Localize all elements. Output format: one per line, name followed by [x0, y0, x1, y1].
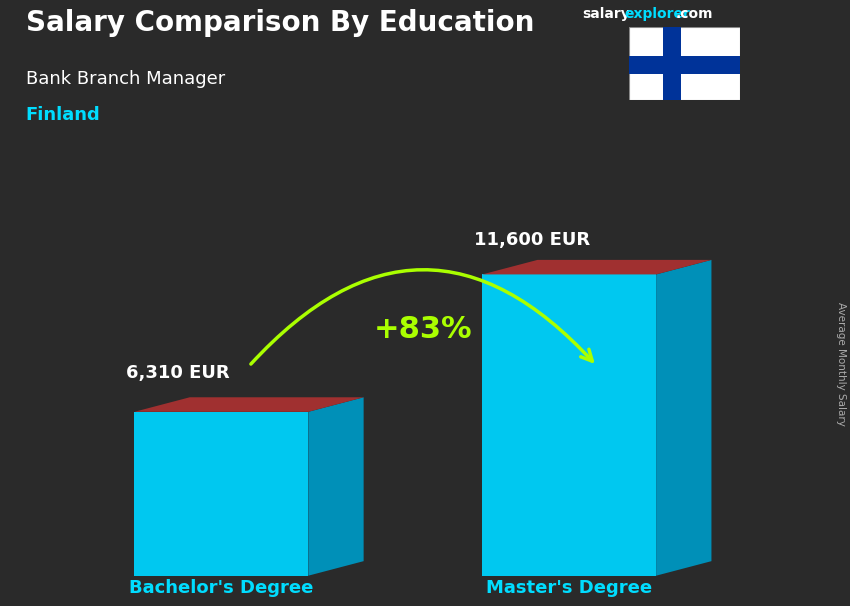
Text: Finland: Finland — [26, 106, 100, 124]
Text: Average Monthly Salary: Average Monthly Salary — [836, 302, 846, 425]
Text: .com: .com — [676, 7, 713, 21]
Text: explorer: explorer — [625, 7, 690, 21]
Polygon shape — [134, 412, 309, 576]
Polygon shape — [482, 260, 711, 275]
Polygon shape — [663, 27, 681, 101]
Polygon shape — [629, 27, 740, 101]
Polygon shape — [482, 275, 656, 576]
Text: 11,600 EUR: 11,600 EUR — [474, 231, 591, 250]
Text: 6,310 EUR: 6,310 EUR — [127, 364, 230, 382]
Text: Bank Branch Manager: Bank Branch Manager — [26, 70, 224, 88]
Text: Master's Degree: Master's Degree — [486, 579, 652, 597]
Polygon shape — [309, 398, 364, 576]
Polygon shape — [134, 398, 364, 412]
Text: salary: salary — [582, 7, 630, 21]
Text: Bachelor's Degree: Bachelor's Degree — [129, 579, 314, 597]
Text: Salary Comparison By Education: Salary Comparison By Education — [26, 9, 534, 37]
Text: +83%: +83% — [374, 315, 473, 344]
Polygon shape — [656, 260, 711, 576]
Polygon shape — [629, 56, 740, 74]
